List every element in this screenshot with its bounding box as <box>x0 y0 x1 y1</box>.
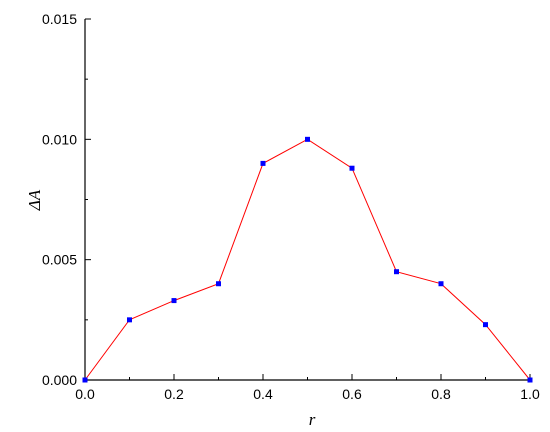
data-point <box>216 281 221 287</box>
x-tick-label: 0.6 <box>342 386 362 402</box>
y-tick-label: 0.000 <box>42 372 77 388</box>
x-tick-label: 1.0 <box>520 386 540 402</box>
data-point <box>394 269 399 275</box>
axes <box>84 18 531 381</box>
data-point <box>171 298 177 304</box>
y-tick-label: 0.010 <box>42 131 77 147</box>
x-tick-label: 0.4 <box>253 386 273 402</box>
series-group <box>82 136 533 383</box>
tick-labels: 0.0 0.2 0.4 0.6 0.8 1.0 0.000 0.005 0.010 0.015 <box>42 11 540 402</box>
data-point <box>483 322 488 328</box>
data-point <box>82 377 88 383</box>
data-point <box>438 281 444 287</box>
y-axis-label: ΔA <box>25 189 44 211</box>
x-axis-label: r <box>309 410 316 429</box>
data-point <box>305 136 310 142</box>
y-tick-label: 0.005 <box>42 252 77 268</box>
data-point <box>260 160 266 166</box>
data-point <box>349 165 355 171</box>
series-line <box>84 138 531 381</box>
x-tick-label: 0.8 <box>431 386 451 402</box>
data-point <box>127 317 132 323</box>
data-point <box>527 377 533 383</box>
x-tick-label: 0.2 <box>164 386 184 402</box>
x-tick-label: 0.0 <box>75 386 95 402</box>
y-tick-label: 0.015 <box>42 11 77 27</box>
